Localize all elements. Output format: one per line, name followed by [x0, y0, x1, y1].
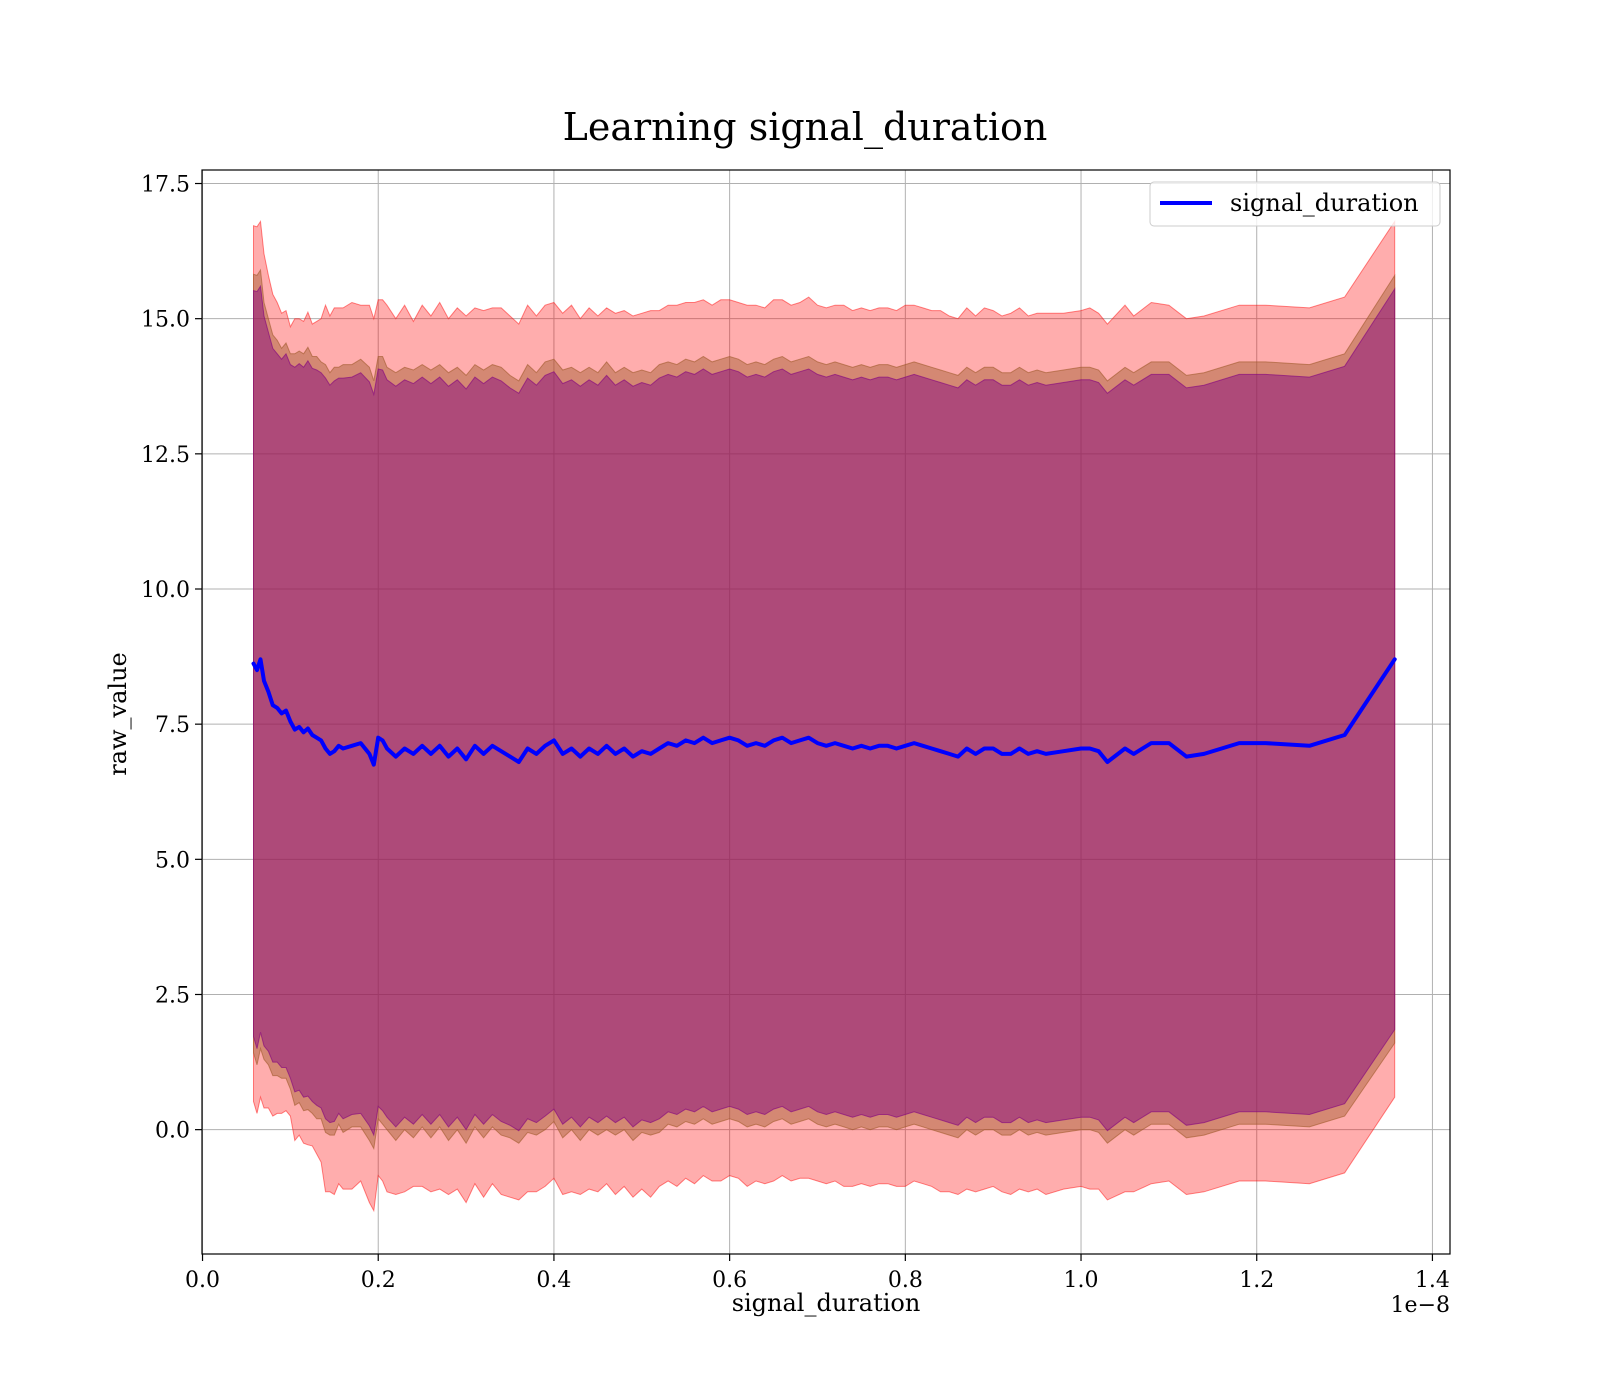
y-tick-label: 0.0 [155, 1119, 190, 1144]
series-line [251, 657, 1397, 767]
y-tick-label: 5.0 [155, 848, 190, 873]
legend-box [1149, 181, 1441, 227]
y-tick-label: 15.0 [141, 308, 190, 333]
band-outer [253, 219, 1396, 1213]
x-tick-label: 1.0 [1064, 1268, 1099, 1293]
x-axis-title: signal_duration [732, 1289, 921, 1317]
x-tick-label: 1.4 [1415, 1268, 1450, 1293]
grid [202, 170, 1450, 1254]
legend-label: signal_duration [1230, 189, 1419, 217]
x-tick-label: 0.6 [712, 1268, 747, 1293]
y-tick-label: 2.5 [155, 983, 190, 1008]
x-tick-label: 1.2 [1239, 1268, 1274, 1293]
x-axis-offset-label: 1e−8 [1391, 1293, 1450, 1318]
y-axis-title: raw_value [104, 652, 132, 776]
plot-frame [201, 169, 1451, 1255]
x-tick-label: 0.4 [536, 1268, 571, 1293]
x-tick-label: 0.0 [185, 1268, 220, 1293]
y-tick-label: 10.0 [141, 578, 190, 603]
band-middle [253, 268, 1396, 1151]
x-axis-ticks: 0.0 0.2 0.4 0.6 0.8 1.0 1.2 1.4 [185, 1254, 1450, 1293]
y-tick-label: 7.5 [155, 713, 190, 738]
band-inner [253, 284, 1396, 1137]
legend: signal_duration [1149, 181, 1441, 227]
y-tick-label: 12.5 [141, 443, 190, 468]
series-lines [251, 657, 1397, 767]
confidence-bands [253, 219, 1396, 1213]
x-tick-label: 0.2 [361, 1268, 396, 1293]
y-tick-label: 17.5 [141, 173, 190, 198]
y-axis-ticks: 0.0 2.5 5.0 7.5 10.0 12.5 15.0 17.5 [141, 173, 202, 1144]
chart-title: Learning signal_duration [563, 105, 1048, 150]
x-tick-label: 0.8 [888, 1268, 923, 1293]
